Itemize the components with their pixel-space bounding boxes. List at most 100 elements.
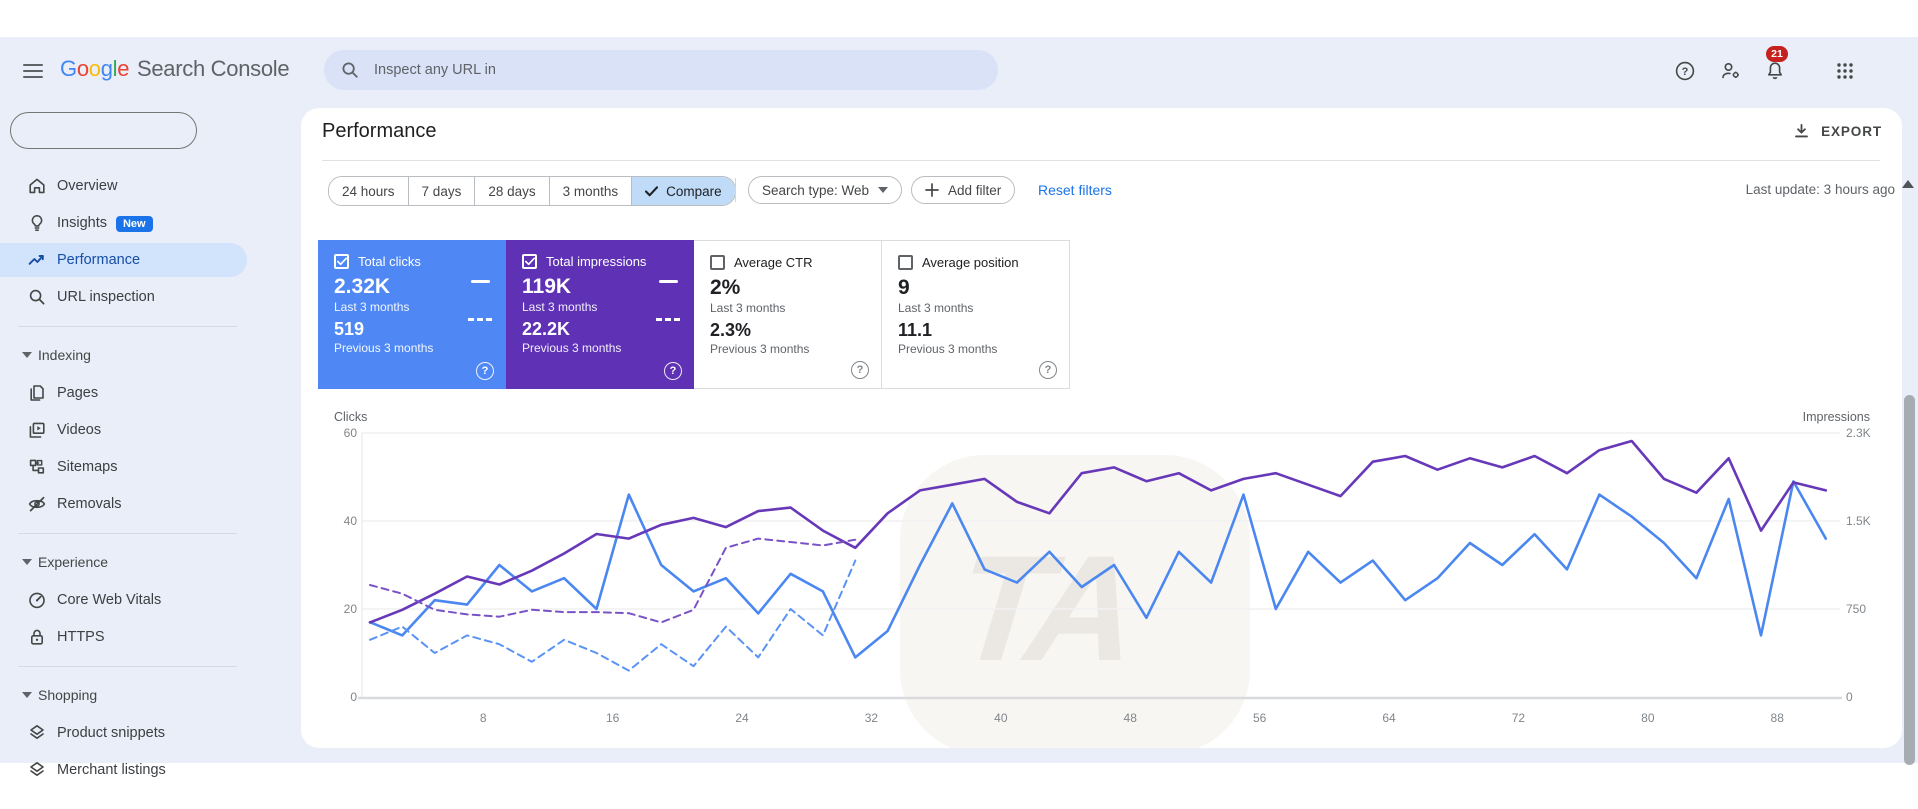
sidebar-section-indexing[interactable]: Indexing bbox=[0, 340, 247, 370]
sidebar-section-experience[interactable]: Experience bbox=[0, 547, 247, 577]
svg-text:32: 32 bbox=[865, 711, 879, 725]
sidebar-item-performance[interactable]: Performance bbox=[0, 243, 247, 277]
logo-letter: o bbox=[88, 56, 101, 81]
sidebar-item-url-inspection[interactable]: URL inspection bbox=[0, 280, 247, 314]
date-range-28-days[interactable]: 28 days bbox=[474, 177, 549, 205]
help-icon: ? bbox=[1674, 60, 1696, 82]
search-icon bbox=[340, 60, 360, 80]
lightbulb-icon bbox=[27, 213, 47, 233]
search-type-label: Search type: Web bbox=[762, 182, 870, 198]
svg-text:Clicks: Clicks bbox=[334, 410, 367, 424]
card-help-icon[interactable]: ? bbox=[1039, 361, 1057, 379]
app-logo[interactable]: Google Search Console bbox=[60, 56, 290, 82]
url-inspect-searchbar[interactable] bbox=[324, 50, 998, 90]
metric-card-total-clicks[interactable]: Total clicks 2.32K Last 3 months 519 Pre… bbox=[318, 240, 506, 389]
sidebar-item-pages[interactable]: Pages bbox=[0, 376, 247, 410]
last-update-text: Last update: 3 hours ago bbox=[1745, 182, 1895, 197]
main-menu-button[interactable] bbox=[16, 54, 50, 88]
metric-prev-period: Previous 3 months bbox=[522, 341, 622, 355]
sidebar-item-sitemaps[interactable]: Sitemaps bbox=[0, 450, 247, 484]
date-range-7-days[interactable]: 7 days bbox=[407, 177, 475, 205]
metric-prev-value: 11.1 bbox=[898, 320, 933, 340]
sidebar-item-insights[interactable]: Insights New bbox=[0, 206, 247, 240]
notification-count-badge: 21 bbox=[1766, 46, 1788, 62]
svg-text:20: 20 bbox=[344, 602, 358, 616]
add-filter-chip[interactable]: Add filter bbox=[911, 176, 1016, 204]
svg-text:40: 40 bbox=[344, 514, 358, 528]
date-range-group: 24 hours 7 days 28 days 3 months Compare bbox=[328, 176, 736, 206]
svg-text:0: 0 bbox=[350, 690, 357, 704]
scrollbar-thumb[interactable] bbox=[1904, 395, 1915, 765]
sitemap-icon bbox=[27, 457, 47, 477]
person-gear-icon bbox=[1720, 60, 1742, 82]
plus-icon bbox=[925, 183, 939, 197]
metric-period: Last 3 months bbox=[898, 301, 974, 315]
search-type-chip[interactable]: Search type: Web bbox=[748, 176, 903, 204]
compare-toggle[interactable]: Compare bbox=[631, 177, 735, 205]
property-selector[interactable] bbox=[10, 112, 197, 149]
checked-checkbox-icon[interactable] bbox=[334, 254, 349, 269]
main-content-card: Performance EXPORT 24 hours 7 days 28 days… bbox=[301, 108, 1902, 748]
sidebar-item-product-snippets[interactable]: Product snippets bbox=[0, 716, 247, 750]
unchecked-checkbox-icon[interactable] bbox=[898, 255, 913, 270]
apps-grid-button[interactable] bbox=[1828, 54, 1862, 88]
card-help-icon[interactable]: ? bbox=[664, 362, 682, 380]
sidebar-item-overview[interactable]: Overview bbox=[0, 169, 247, 203]
sidebar-item-core-web-vitals[interactable]: Core Web Vitals bbox=[0, 583, 247, 617]
lock-icon bbox=[27, 627, 47, 647]
svg-text:16: 16 bbox=[606, 711, 620, 725]
chip-separator bbox=[735, 178, 736, 202]
layers-icon bbox=[27, 723, 47, 743]
svg-text:Impressions: Impressions bbox=[1803, 410, 1870, 424]
svg-text:750: 750 bbox=[1846, 602, 1866, 616]
svg-text:0: 0 bbox=[1846, 690, 1853, 704]
logo-letter: G bbox=[60, 56, 77, 81]
metric-prev-period: Previous 3 months bbox=[898, 342, 998, 356]
dashed-line-legend-icon bbox=[468, 318, 492, 321]
reset-filters-link[interactable]: Reset filters bbox=[1032, 181, 1118, 199]
metric-prev-value: 519 bbox=[334, 319, 365, 339]
sidebar-section-shopping[interactable]: Shopping bbox=[0, 680, 247, 710]
export-label: EXPORT bbox=[1821, 124, 1882, 139]
series-impressions-previous-3-months bbox=[369, 537, 857, 624]
scrollbar-up-arrow[interactable] bbox=[1902, 180, 1914, 188]
sidebar-divider bbox=[18, 326, 237, 327]
search-input[interactable] bbox=[372, 61, 982, 79]
metric-prev-period: Previous 3 months bbox=[334, 341, 434, 355]
metric-value: 2% bbox=[710, 276, 741, 299]
card-help-icon[interactable]: ? bbox=[476, 362, 494, 380]
solid-line-legend-icon bbox=[471, 280, 490, 283]
user-settings-button[interactable] bbox=[1714, 54, 1748, 88]
trending-icon bbox=[27, 250, 47, 270]
sidebar-item-https[interactable]: HTTPS bbox=[0, 620, 247, 654]
svg-text:?: ? bbox=[1682, 66, 1689, 78]
svg-text:2.3K: 2.3K bbox=[1846, 426, 1871, 440]
metric-card-total-impressions[interactable]: Total impressions 119K Last 3 months 22.… bbox=[506, 240, 694, 389]
notifications-button[interactable] bbox=[1758, 54, 1792, 88]
solid-line-legend-icon bbox=[659, 280, 678, 283]
home-icon bbox=[27, 176, 47, 196]
metric-card-average-ctr[interactable]: Average CTR 2% Last 3 months 2.3% Previo… bbox=[694, 240, 882, 389]
sidebar-item-removals[interactable]: Removals bbox=[0, 487, 247, 521]
date-range-3-months[interactable]: 3 months bbox=[548, 177, 632, 205]
date-range-24-hours[interactable]: 24 hours bbox=[329, 177, 408, 205]
new-badge: New bbox=[115, 215, 153, 232]
metric-card-average-position[interactable]: Average position 9 Last 3 months 11.1 Pr… bbox=[882, 240, 1070, 389]
sidebar-item-merchant-listings[interactable]: Merchant listings bbox=[0, 753, 247, 787]
logo-letter: g bbox=[100, 56, 113, 81]
checkmark-icon bbox=[645, 185, 659, 197]
sidebar-item-videos[interactable]: Videos bbox=[0, 413, 247, 447]
add-filter-label: Add filter bbox=[948, 182, 1002, 198]
unchecked-checkbox-icon[interactable] bbox=[710, 255, 725, 270]
export-button[interactable]: EXPORT bbox=[1786, 121, 1888, 142]
performance-chart: Clicks Impressions 0 20 40 60 0 750 1.5K 2.3K 8 16 2… bbox=[334, 410, 1871, 725]
help-button[interactable]: ? bbox=[1668, 54, 1702, 88]
series-clicks-previous-3-months bbox=[369, 559, 857, 672]
chevron-down-icon bbox=[878, 187, 889, 193]
checked-checkbox-icon[interactable] bbox=[522, 254, 537, 269]
card-help-icon[interactable]: ? bbox=[851, 361, 869, 379]
pages-icon bbox=[27, 383, 47, 403]
download-icon bbox=[1792, 122, 1811, 141]
svg-text:64: 64 bbox=[1382, 711, 1396, 725]
